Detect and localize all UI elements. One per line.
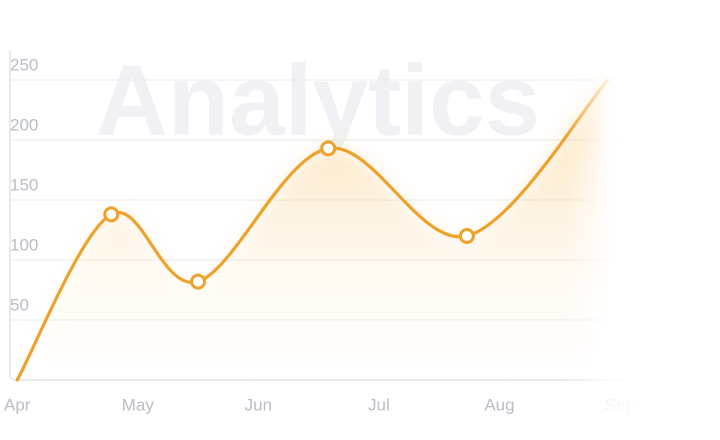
y-tick-label: 250 <box>10 55 38 74</box>
point <box>190 273 207 290</box>
grid-layer: 50100150200250AprMayJunJulAugSep <box>4 50 635 414</box>
x-tick-label: Jun <box>245 395 272 414</box>
edge-fade <box>565 40 645 440</box>
area <box>17 80 608 380</box>
x-tick-label: Aug <box>484 395 514 414</box>
point <box>320 140 337 157</box>
y-tick-label: 200 <box>10 115 38 134</box>
plot-layer <box>15 78 610 382</box>
x-tick-label: Jul <box>368 395 390 414</box>
point <box>458 228 475 244</box>
watermark: Analytics <box>96 44 541 156</box>
line <box>15 78 610 382</box>
background-layer: Analytics <box>96 44 541 156</box>
y-tick-label: 150 <box>10 175 38 194</box>
x-tick-label: Apr <box>4 395 31 414</box>
point <box>103 206 120 223</box>
y-tick-label: 100 <box>10 235 38 254</box>
y-tick-label: 50 <box>10 295 29 314</box>
x-tick-label: May <box>122 395 155 414</box>
